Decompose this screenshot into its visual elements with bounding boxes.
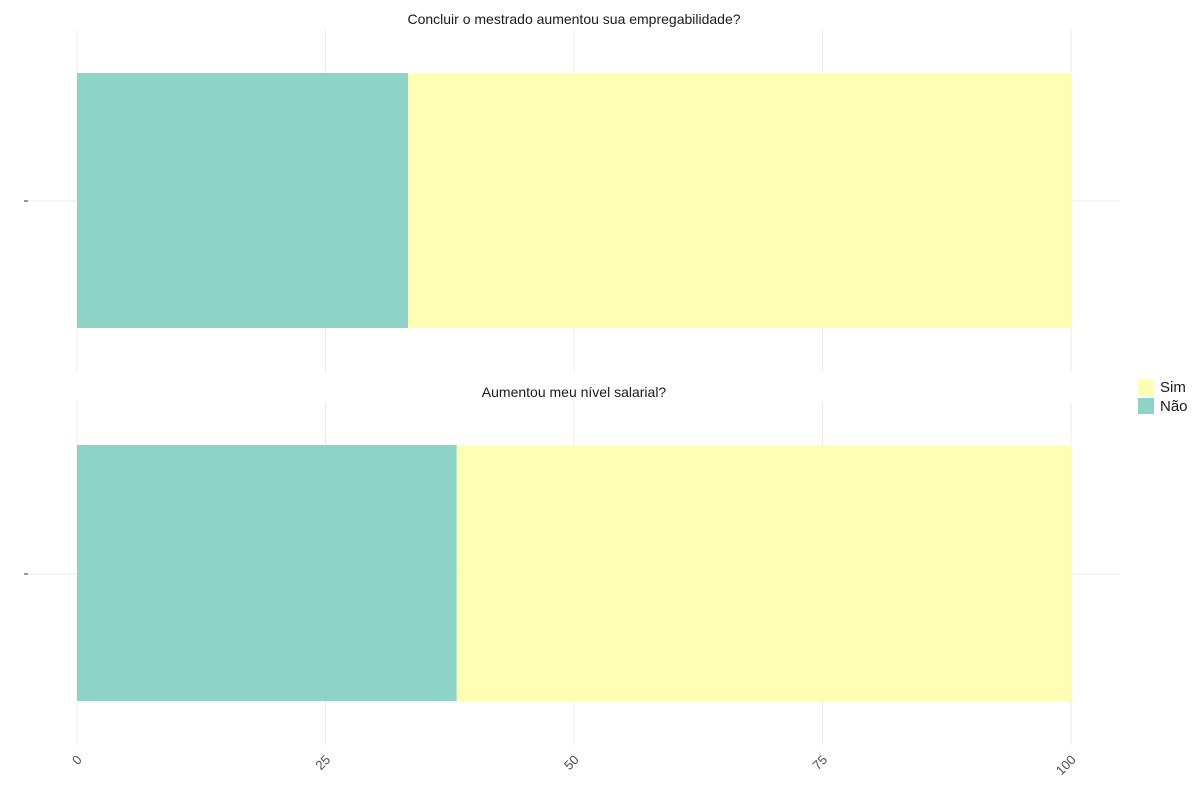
facet-panel-1: Concluir o mestrado aumentou sua emprega… (24, 11, 1120, 372)
legend-label: Não (1160, 398, 1188, 415)
x-tick-label: 0 (69, 752, 85, 768)
legend-item-sim: Sim (1138, 379, 1186, 396)
x-tick-label: 50 (561, 752, 582, 773)
facet-title: Aumentou meu nível salarial? (482, 384, 667, 400)
facet-panels: Concluir o mestrado aumentou sua emprega… (24, 11, 1120, 745)
bar-segment-sim (408, 73, 1071, 328)
legend-item-nao: Não (1138, 398, 1188, 415)
facet-panel-2: Aumentou meu nível salarial? (24, 384, 1120, 745)
bar-segment-nao (77, 445, 457, 701)
legend: Sim Não (1138, 379, 1188, 415)
legend-swatch (1138, 379, 1154, 395)
legend-swatch (1138, 398, 1154, 414)
x-tick-label: 25 (312, 752, 333, 773)
x-tick-label: 75 (809, 752, 830, 773)
facet-title: Concluir o mestrado aumentou sua emprega… (407, 11, 740, 27)
x-tick-label: 100 (1053, 752, 1079, 778)
x-axis: 0 25 50 75 100 (69, 752, 1079, 778)
legend-label: Sim (1160, 379, 1186, 396)
bar-segment-nao (77, 73, 409, 328)
bar-segment-sim (456, 445, 1071, 701)
